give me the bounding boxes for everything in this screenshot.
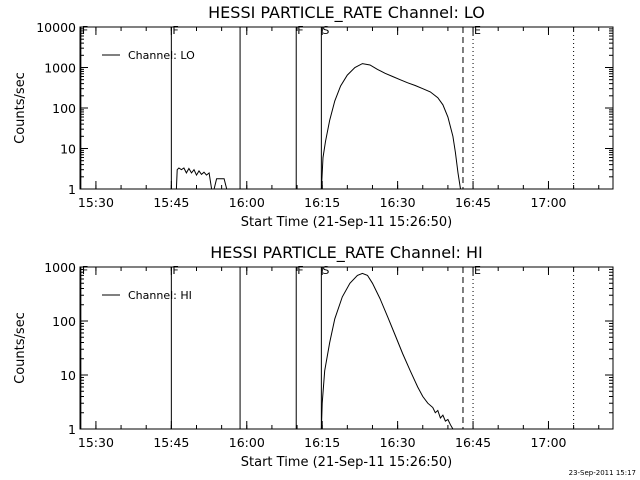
y-tick-label: 1000 — [44, 260, 76, 275]
y-tick-label: 10 — [60, 142, 76, 157]
x-tick-label: 16:00 — [229, 195, 265, 210]
event-marker-label: F — [82, 24, 88, 37]
y-tick-label: 1 — [68, 182, 76, 197]
event-marker-label: S — [322, 264, 329, 277]
chart-panel-hi: HESSI PARTICLE_RATE Channel: HI Start Tim… — [13, 243, 614, 470]
chart-title: HESSI PARTICLE_RATE Channel: LO — [208, 3, 485, 23]
x-axis-label: Start Time (21-Sep-11 15:26:50) — [241, 455, 452, 470]
event-marker-label: F — [172, 264, 178, 277]
x-tick-label: 16:00 — [229, 435, 265, 450]
plot-frame — [79, 266, 614, 430]
event-marker-label: E — [474, 264, 481, 277]
y-axis-label: Counts/sec — [13, 72, 28, 144]
event-marker-label: F — [297, 264, 303, 277]
y-tick-label: 1 — [68, 422, 76, 437]
x-tick-label: 16:15 — [304, 195, 340, 210]
x-tick-label: 16:30 — [380, 195, 416, 210]
y-tick-label: 100 — [52, 101, 76, 116]
series-line — [175, 167, 228, 190]
x-tick-label: 15:30 — [78, 435, 114, 450]
x-tick-label: 16:15 — [304, 435, 340, 450]
y-tick-label: 10000 — [36, 20, 76, 35]
x-tick-label: 15:45 — [153, 195, 189, 210]
x-tick-label: 15:45 — [153, 435, 189, 450]
event-marker-label: S — [322, 24, 329, 37]
event-marker-label: F — [172, 24, 178, 37]
legend-label: Channel: LO — [128, 49, 195, 62]
event-marker-label: F — [297, 24, 303, 37]
x-tick-label: 16:30 — [380, 435, 416, 450]
x-tick-label: 15:30 — [78, 195, 114, 210]
timestamp-label: 23-Sep-2011 15:17 — [569, 469, 636, 477]
x-tick-label: 16:45 — [455, 435, 491, 450]
y-tick-label: 10 — [60, 368, 76, 383]
x-tick-label: 17:00 — [530, 435, 566, 450]
series-line — [320, 272, 454, 430]
event-marker-label: E — [474, 24, 481, 37]
legend-label: Channel: HI — [128, 289, 192, 302]
chart-title: HESSI PARTICLE_RATE Channel: HI — [210, 243, 483, 263]
x-tick-label: 16:45 — [455, 195, 491, 210]
chart-panel-lo: HESSI PARTICLE_RATE Channel: LO Start Tim… — [13, 3, 614, 230]
event-marker-label: F — [82, 264, 88, 277]
x-axis-label: Start Time (21-Sep-11 15:26:50) — [241, 215, 452, 230]
y-tick-label: 100 — [52, 314, 76, 329]
y-tick-label: 1000 — [44, 61, 76, 76]
series-line — [320, 63, 461, 190]
x-tick-label: 17:00 — [530, 195, 566, 210]
y-axis-label: Counts/sec — [13, 312, 28, 384]
